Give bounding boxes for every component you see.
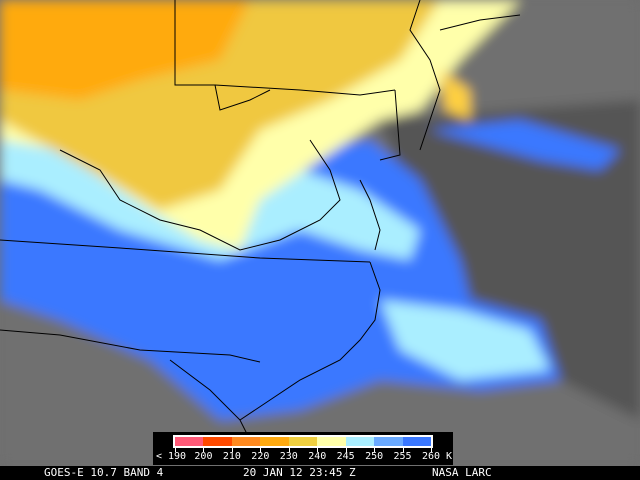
cloud-band-orange xyxy=(0,0,250,100)
legend-tick xyxy=(402,448,404,452)
legend-tick xyxy=(175,448,176,452)
color-swatch-220 xyxy=(260,437,289,446)
legend-tick-label: 220 xyxy=(251,451,270,462)
image-caption: GOES-E 10.7 BAND 4 20 JAN 12 23:45 Z NAS… xyxy=(0,466,640,480)
datetime-label: 20 JAN 12 23:45 Z xyxy=(243,466,356,479)
color-swatch-255 xyxy=(402,437,431,446)
state-boundaries xyxy=(0,0,521,441)
legend-tick xyxy=(317,448,319,452)
temperature-legend: < 190 200 210 220 230 240 245 250 255 260 K xyxy=(153,432,453,465)
cloud-band-blue-east xyxy=(430,120,620,170)
color-swatch-200 xyxy=(203,437,232,446)
cloud-band-cyan-south xyxy=(380,300,550,380)
color-swatch-245 xyxy=(345,437,375,446)
legend-tick-label: 245 xyxy=(336,451,355,462)
color-swatch-190 xyxy=(175,437,204,446)
legend-tick-label: 240 xyxy=(308,451,327,462)
satellite-label: GOES-E 10.7 BAND 4 xyxy=(44,466,164,479)
legend-tick-label: 250 xyxy=(365,451,384,462)
color-swatch-210 xyxy=(231,437,261,446)
legend-tick xyxy=(231,448,233,452)
color-scale-bar xyxy=(173,435,433,448)
color-swatch-250 xyxy=(374,437,403,446)
cloud-patch-nj xyxy=(440,70,470,120)
legend-tick xyxy=(260,448,262,452)
legend-tick-label: < 190 xyxy=(155,451,187,462)
legend-tick xyxy=(374,448,376,452)
legend-tick xyxy=(431,448,432,452)
color-swatch-230 xyxy=(288,437,318,446)
infrared-map xyxy=(0,0,640,466)
legend-tick-label: 210 xyxy=(222,451,241,462)
color-swatch-240 xyxy=(317,437,346,446)
legend-tick-label: 255 xyxy=(393,451,412,462)
legend-tick xyxy=(203,448,205,452)
legend-tick-label: 260 K xyxy=(421,451,453,462)
source-label: NASA LARC xyxy=(432,466,492,479)
legend-tick-label: 230 xyxy=(279,451,298,462)
ocean-region xyxy=(380,100,640,420)
legend-tick xyxy=(288,448,290,452)
legend-tick-label: 200 xyxy=(194,451,213,462)
legend-tick xyxy=(345,448,347,452)
